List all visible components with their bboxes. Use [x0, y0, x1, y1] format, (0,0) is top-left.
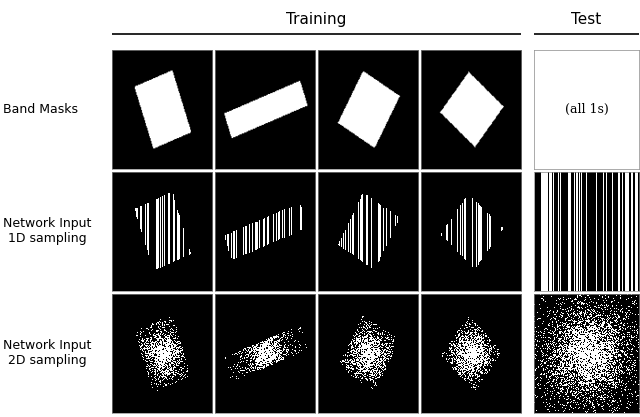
Text: Test: Test [572, 12, 602, 27]
Text: Network Input
1D sampling: Network Input 1D sampling [3, 217, 92, 246]
Text: Network Input
2D sampling: Network Input 2D sampling [3, 339, 92, 367]
Text: Band Masks: Band Masks [3, 103, 78, 116]
Text: Training: Training [287, 12, 347, 27]
Text: (all 1s): (all 1s) [564, 103, 608, 116]
